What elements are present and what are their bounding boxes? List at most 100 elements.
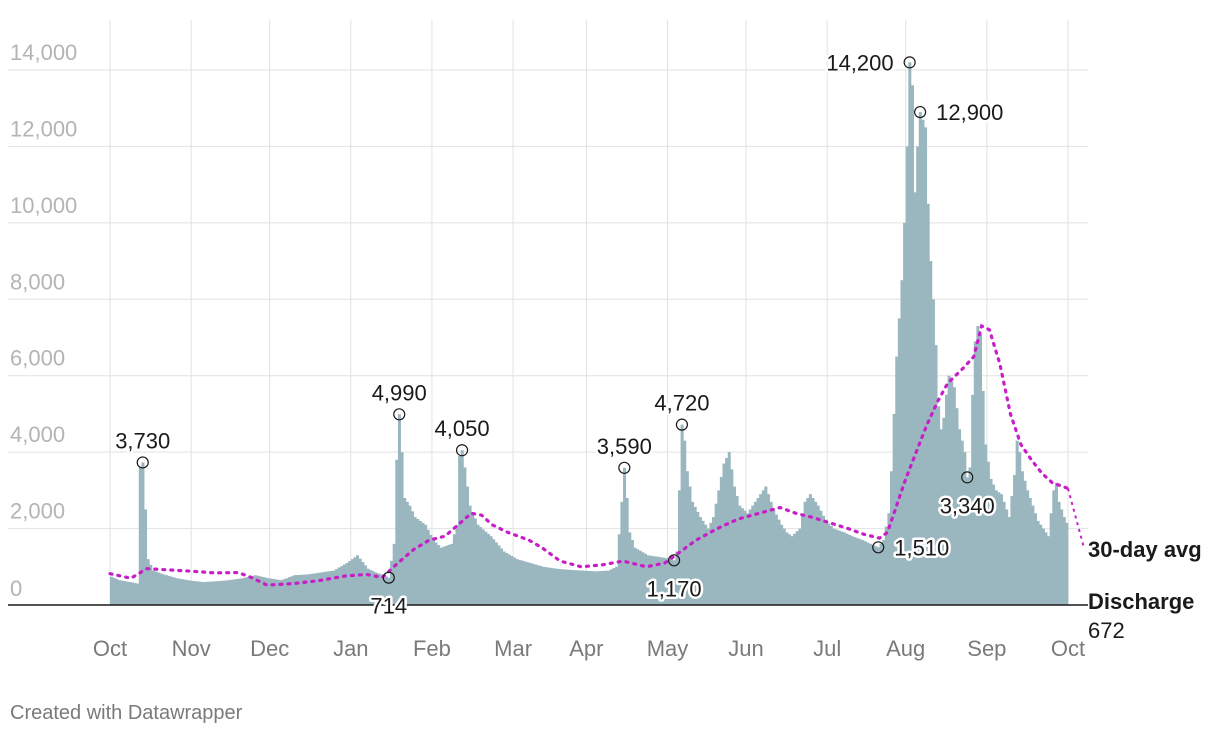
discharge-bar-347 [1018, 452, 1022, 605]
discharge-bar-47 [233, 579, 237, 605]
discharge-bar-110 [397, 414, 401, 605]
discharge-bar-89 [342, 564, 346, 605]
x-tick-label: Oct [93, 636, 127, 661]
discharge-bar-13 [144, 509, 148, 605]
discharge-bar-28 [183, 579, 187, 605]
discharge-bar-42 [219, 580, 223, 605]
discharge-bar-35 [201, 582, 205, 605]
discharge-bar-112 [403, 498, 407, 605]
discharge-bar-164 [539, 566, 543, 605]
discharge-bar-303 [903, 222, 907, 606]
discharge-bars [110, 62, 1069, 606]
discharge-bar-86 [335, 569, 339, 605]
discharge-bar-132 [455, 524, 459, 605]
x-tick-label: Oct [1051, 636, 1085, 661]
discharge-bar-353 [1033, 513, 1037, 605]
discharge-bar-124 [434, 542, 438, 605]
discharge-bar-45 [227, 580, 231, 605]
discharge-bar-203 [641, 552, 645, 605]
annotation-marker [872, 541, 885, 554]
discharge-bar-349 [1023, 480, 1027, 605]
x-tick-label: Jun [728, 636, 763, 661]
discharge-bar-227 [704, 524, 708, 605]
discharge-bar-10 [136, 583, 140, 605]
discharge-bar-48 [235, 579, 239, 605]
discharge-bar-350 [1026, 490, 1030, 605]
discharge-bar-176 [570, 570, 574, 605]
y-tick-label: 6,000 [10, 346, 65, 371]
discharge-bar-66 [282, 579, 286, 605]
discharge-bar-74 [303, 574, 307, 605]
discharge-bar-237 [730, 469, 734, 605]
discharge-bar-49 [238, 578, 242, 605]
discharge-bar-232 [717, 490, 721, 605]
discharge-bar-12 [141, 462, 145, 605]
discharge-bar-318 [942, 417, 946, 605]
discharge-bar-103 [379, 574, 383, 605]
discharge-bar-33 [196, 581, 200, 605]
discharge-bar-174 [565, 569, 569, 605]
annotation-marker [961, 471, 974, 484]
discharge-bar-328 [968, 467, 972, 605]
discharge-bar-17 [154, 571, 158, 605]
discharge-bar-117 [416, 519, 420, 605]
discharge-bar-332 [979, 333, 983, 605]
discharge-bar-297 [887, 513, 891, 605]
discharge-bar-342 [1005, 509, 1009, 605]
y-tick-label: 12,000 [10, 116, 77, 141]
discharge-bar-226 [701, 520, 705, 605]
x-tick-label: May [647, 636, 689, 661]
annotation-marker [675, 418, 689, 431]
discharge-bar-53 [248, 576, 252, 605]
discharge-bar-268 [811, 498, 815, 605]
discharge-bar-228 [706, 528, 710, 605]
discharge-bar-52 [246, 577, 250, 605]
discharge-bar-338 [994, 490, 998, 605]
discharge-bar-271 [819, 510, 823, 605]
discharge-bar-309 [918, 112, 922, 605]
discharge-bar-101 [374, 572, 378, 605]
discharge-bar-180 [581, 570, 585, 605]
discharge-bar-286 [858, 539, 862, 605]
discharge-bar-234 [722, 463, 726, 605]
discharge-bar-200 [633, 547, 637, 605]
y-tick-label: 8,000 [10, 269, 65, 294]
discharge-bar-340 [999, 494, 1003, 605]
x-tick-label: Dec [250, 636, 289, 661]
discharge-bar-3 [117, 580, 121, 605]
discharge-bar-192 [612, 568, 616, 605]
discharge-bar-235 [725, 457, 729, 606]
discharge-bar-290 [869, 543, 873, 605]
discharge-bar-145 [489, 536, 493, 605]
discharge-bar-15 [149, 564, 153, 606]
discharge-bar-93 [353, 557, 357, 605]
discharge-bar-334 [984, 444, 988, 605]
discharge-bar-312 [926, 203, 930, 605]
annotation-marker [914, 105, 927, 119]
discharge-bar-269 [814, 501, 818, 605]
annotation-label: 12,900 [936, 100, 1003, 125]
discharge-bar-296 [884, 526, 888, 605]
discharge-bar-277 [835, 529, 839, 605]
discharge-bar-217 [677, 490, 682, 605]
discharge-bar-306 [910, 85, 914, 606]
discharge-bar-255 [777, 519, 781, 605]
annotation-label: 4,720 [654, 391, 709, 416]
discharge-bar-272 [821, 515, 825, 605]
discharge-bar-147 [494, 542, 498, 605]
discharge-bar-100 [371, 571, 375, 605]
discharge-bar-137 [468, 505, 472, 605]
discharge-bar-362 [1057, 501, 1061, 605]
y-tick-label: 10,000 [10, 193, 77, 218]
discharge-bar-70 [293, 575, 297, 605]
discharge-bar-263 [798, 528, 802, 605]
discharge-bar-57 [259, 576, 263, 605]
discharge-bar-55 [253, 575, 257, 605]
discharge-bar-295 [882, 540, 886, 605]
avg-legend-connector [1067, 488, 1085, 549]
discharge-bar-202 [638, 550, 642, 605]
discharge-bar-314 [931, 299, 935, 605]
discharge-bar-197 [625, 498, 629, 605]
discharge-bar-87 [337, 567, 341, 605]
discharge-bar-256 [780, 524, 784, 605]
